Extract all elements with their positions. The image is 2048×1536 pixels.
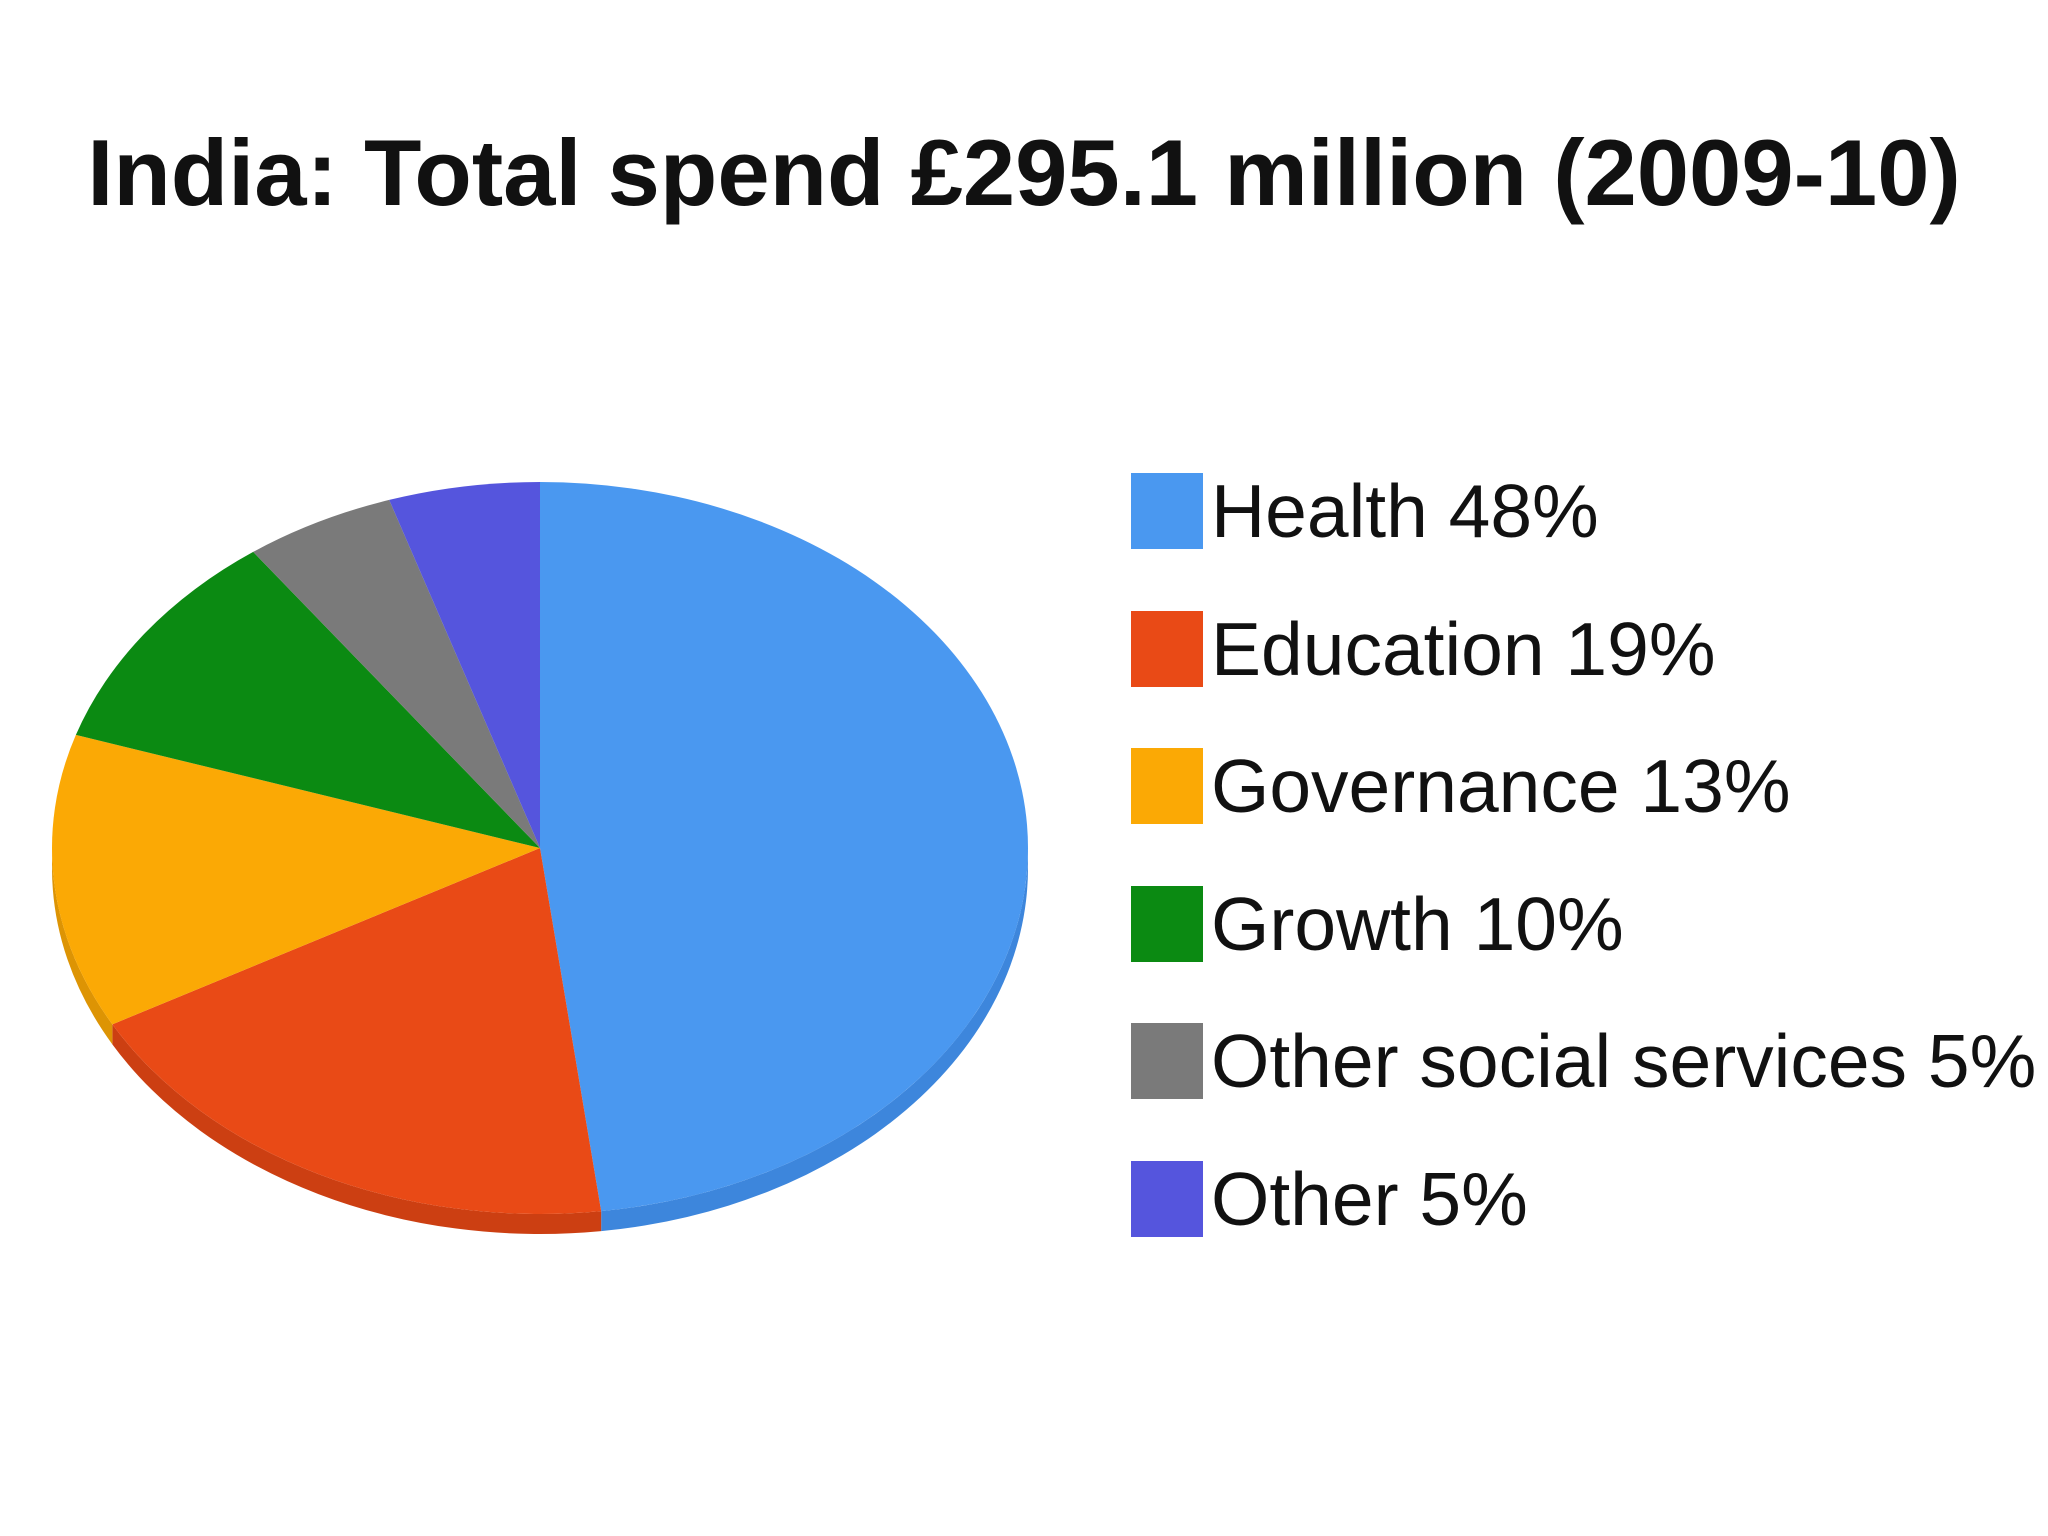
legend-swatch [1131, 1160, 1203, 1237]
legend-label: Governance 13% [1211, 744, 1791, 828]
legend-swatch [1131, 473, 1203, 549]
legend-label: Education 19% [1211, 606, 1716, 691]
pie-slice-governance [51, 734, 541, 1025]
legend-label: Growth 10% [1211, 881, 1624, 966]
pie-side-health [601, 848, 1028, 1232]
pie-side-education [112, 1024, 602, 1234]
legend-swatch [1131, 1023, 1203, 1099]
pie-slice-other [389, 482, 540, 848]
chart-title: India: Total spend £295.1 million (2009-… [87, 120, 1961, 225]
legend-swatch [1131, 610, 1203, 687]
pie-side-governance [52, 848, 113, 1045]
legend-swatch [1131, 885, 1203, 962]
pie-slice-growth [75, 551, 540, 848]
legend-swatch [1131, 748, 1203, 824]
pie-slice-health [540, 482, 1029, 1212]
pie-slice-education [112, 848, 602, 1214]
legend-label: Other 5% [1211, 1156, 1528, 1241]
pie-slice-other-social-services [253, 499, 540, 848]
legend-label: Other social services 5% [1211, 1019, 2037, 1103]
legend-label: Health 48% [1211, 469, 1599, 553]
